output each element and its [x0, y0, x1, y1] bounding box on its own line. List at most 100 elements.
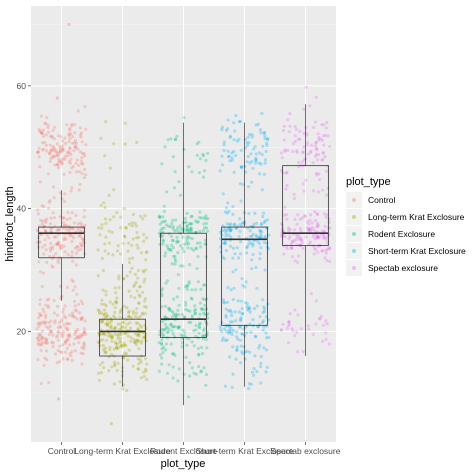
- data-point-765: [130, 266, 134, 270]
- data-point-12: [72, 149, 76, 153]
- data-point-141: [62, 221, 66, 225]
- data-point-1236: [228, 134, 233, 138]
- data-point-1422: [267, 318, 271, 322]
- data-point-1570: [317, 172, 321, 176]
- data-point-607: [124, 352, 128, 356]
- data-point-10: [43, 141, 47, 145]
- data-point-647: [138, 294, 142, 298]
- data-point-1015: [163, 315, 167, 319]
- data-point-1507: [240, 352, 245, 356]
- data-point-1264: [223, 239, 227, 243]
- data-point-1145: [170, 352, 174, 356]
- data-point-455: [53, 321, 57, 325]
- data-point-8: [80, 162, 84, 166]
- data-point-1552: [317, 136, 321, 140]
- data-point-253: [76, 245, 80, 249]
- data-point-1039: [193, 312, 197, 316]
- data-point-950: [188, 222, 192, 226]
- data-point-856: [168, 225, 173, 229]
- data-point-133: [44, 143, 48, 147]
- data-point-617: [116, 337, 120, 341]
- data-point-380: [36, 335, 41, 339]
- data-point-1345: [229, 228, 233, 232]
- box-body-3: [221, 226, 268, 326]
- data-point-196: [58, 244, 62, 248]
- data-point-1518: [259, 361, 263, 365]
- data-point-1511: [252, 373, 256, 377]
- data-point-923: [189, 246, 193, 251]
- data-point-1459: [248, 310, 252, 314]
- data-point-961: [197, 331, 201, 335]
- data-point-189: [55, 242, 60, 246]
- data-point-430: [72, 299, 76, 304]
- data-point-1332: [257, 236, 261, 240]
- data-point-1645: [315, 234, 319, 238]
- data-point-328: [60, 343, 65, 347]
- data-point-1494: [254, 265, 258, 270]
- data-point-467: [71, 279, 75, 284]
- data-point-101: [60, 158, 64, 162]
- data-point-865: [163, 219, 167, 223]
- x-axis-title: plot_type: [161, 458, 206, 470]
- data-point-1613: [288, 124, 292, 128]
- data-point-240: [62, 238, 66, 242]
- data-point-42: [68, 151, 72, 155]
- data-point-83: [48, 143, 52, 147]
- data-point-1066: [176, 313, 180, 317]
- data-point-1100: [190, 170, 194, 174]
- data-point-458: [77, 336, 81, 340]
- data-point-823: [102, 366, 106, 370]
- data-point-1298: [263, 219, 267, 223]
- data-point-1650: [311, 235, 315, 239]
- data-point-1623: [298, 217, 302, 221]
- data-point-1110: [203, 283, 207, 287]
- data-point-97: [74, 145, 78, 149]
- data-point-1004: [176, 326, 181, 330]
- data-point-187: [52, 216, 57, 220]
- data-point-1705: [303, 214, 307, 218]
- data-point-84: [73, 131, 77, 135]
- data-point-926: [199, 245, 203, 249]
- data-point-137: [57, 159, 61, 164]
- data-point-1762: [279, 328, 283, 332]
- data-point-302: [60, 319, 64, 323]
- data-point-646: [144, 305, 148, 309]
- data-point-1092: [182, 116, 186, 120]
- data-point-784: [142, 270, 146, 274]
- data-point-34: [39, 114, 44, 118]
- data-point-1252: [263, 161, 267, 165]
- data-point-349: [54, 335, 59, 339]
- data-point-201: [66, 210, 70, 215]
- data-point-1287: [229, 222, 233, 226]
- data-point-735: [135, 230, 139, 235]
- data-point-1536: [300, 160, 304, 164]
- data-point-1766: [288, 312, 292, 316]
- data-point-242: [50, 245, 55, 249]
- data-point-1374: [229, 326, 233, 330]
- data-point-1089: [202, 169, 207, 173]
- data-point-1288: [247, 211, 251, 216]
- data-point-707: [134, 224, 138, 228]
- data-point-670: [136, 367, 140, 371]
- data-point-1478: [262, 325, 266, 329]
- data-point-1555: [318, 137, 322, 141]
- data-point-363: [70, 358, 74, 363]
- data-point-1718: [315, 236, 319, 240]
- data-point-1217: [248, 132, 252, 137]
- legend-key-4: [346, 260, 362, 276]
- data-point-1077: [197, 325, 201, 329]
- data-point-513: [137, 301, 141, 305]
- data-point-1102: [195, 153, 199, 157]
- data-point-104: [51, 154, 55, 158]
- data-point-425: [59, 350, 63, 354]
- data-point-1697: [302, 214, 307, 218]
- data-point-473: [71, 259, 75, 263]
- data-point-622: [144, 357, 148, 361]
- data-point-1240: [220, 154, 224, 158]
- data-point-1085: [182, 147, 186, 151]
- data-point-1706: [316, 223, 320, 227]
- data-point-1272: [228, 229, 232, 233]
- data-point-228: [82, 208, 86, 212]
- data-point-478: [40, 284, 45, 289]
- data-point-1193: [222, 143, 226, 147]
